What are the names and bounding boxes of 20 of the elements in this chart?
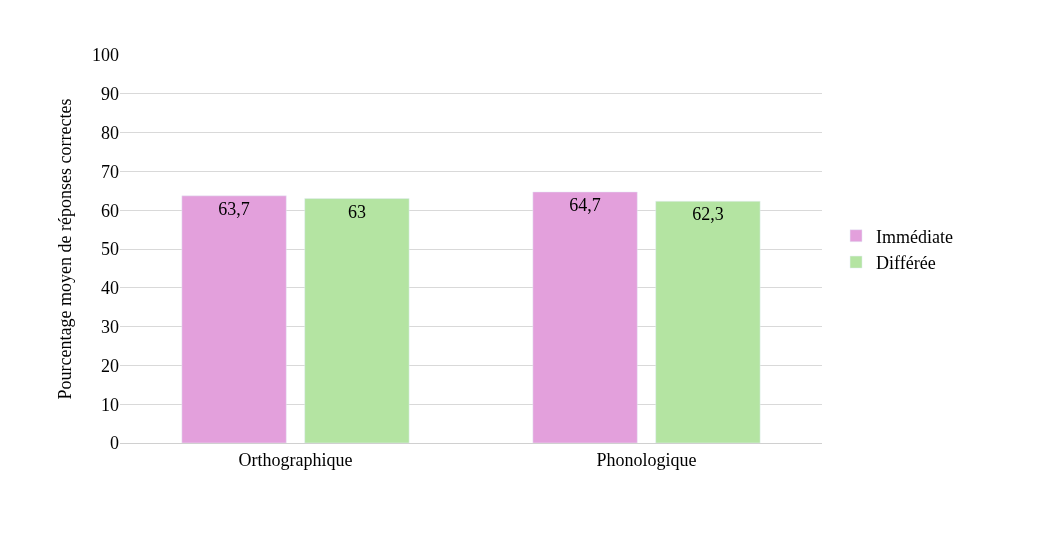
y-tick-label: 100 <box>92 45 119 66</box>
data-label: 63,7 <box>218 198 250 219</box>
y-axis-title: Pourcentage moyen de réponses correctes <box>55 98 76 400</box>
y-tick-label: 50 <box>101 239 119 260</box>
y-tick-label: 40 <box>101 278 119 299</box>
data-label: 63 <box>347 201 366 222</box>
data-label: 64,7 <box>569 194 601 215</box>
y-tick-label: 20 <box>101 355 119 376</box>
legend-label: Immédiate <box>876 226 954 247</box>
y-tick-label: 60 <box>101 200 119 221</box>
y-tick-label: 30 <box>101 316 119 337</box>
data-label: 62,3 <box>692 204 724 225</box>
legend-label: Différée <box>876 253 936 274</box>
x-tick-label: Orthographique <box>238 449 353 470</box>
y-tick-label: 80 <box>101 122 119 143</box>
x-tick-label: Phonologique <box>596 449 697 470</box>
y-tick-label: 0 <box>110 433 119 454</box>
y-tick-label: 70 <box>101 161 119 182</box>
y-tick-label: 90 <box>101 84 119 105</box>
y-tick-label: 10 <box>101 394 119 415</box>
